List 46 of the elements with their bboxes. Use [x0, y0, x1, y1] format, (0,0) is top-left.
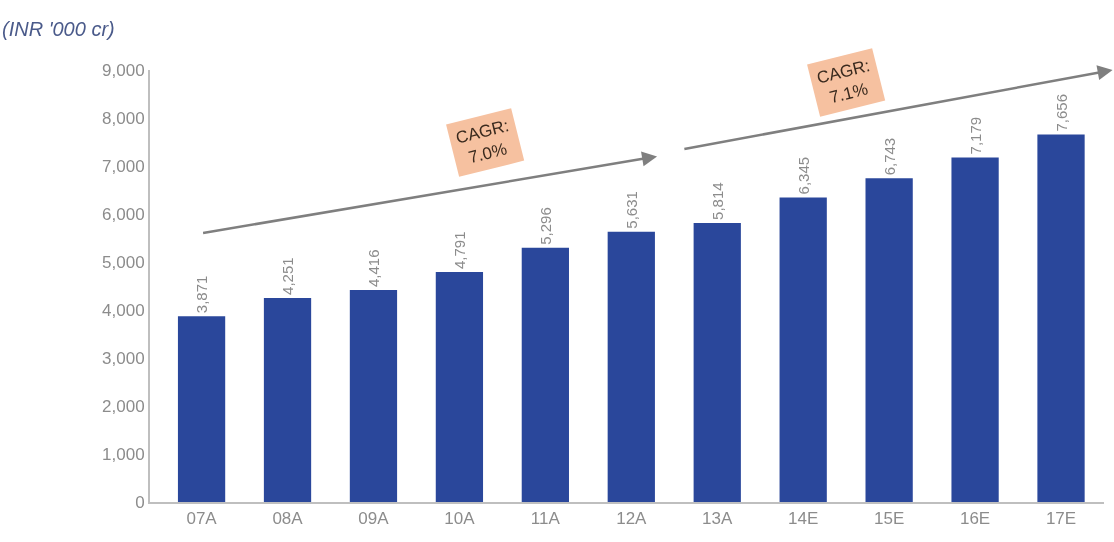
y-tick-label: 5,000	[102, 252, 145, 272]
bar	[521, 247, 569, 502]
bar	[349, 290, 398, 502]
bar	[263, 297, 312, 502]
data-label: 4,416	[364, 249, 382, 288]
data-label: 3,871	[193, 275, 211, 314]
bar	[177, 316, 226, 502]
data-label: 6,743	[880, 137, 898, 176]
data-label: 4,791	[450, 231, 468, 270]
annotation: CAGR: 7.0%	[453, 116, 511, 168]
x-tick-label: 12A	[616, 509, 648, 529]
bar	[951, 157, 999, 502]
x-tick-label: 15E	[874, 509, 905, 529]
x-tick-label: 14E	[788, 509, 819, 529]
x-tick-label: 13A	[702, 509, 734, 529]
bar	[779, 197, 827, 502]
bar	[1037, 134, 1085, 502]
y-tick-label: 0	[135, 492, 145, 512]
data-label: 5,814	[708, 182, 726, 220]
x-tick-label: 11A	[530, 509, 561, 529]
chart-title: (INR '000 cr)	[2, 18, 115, 40]
x-tick-label: 08A	[272, 509, 304, 529]
data-label: 5,296	[536, 207, 554, 245]
y-tick-label: 1,000	[102, 444, 145, 464]
y-tick-label: 9,000	[102, 60, 145, 80]
bar	[693, 222, 741, 502]
y-tick-label: 2,000	[102, 396, 145, 416]
x-tick-label: 16E	[959, 509, 991, 529]
bar	[435, 272, 484, 502]
x-tick-label: 09A	[358, 509, 390, 529]
y-tick-label: 3,000	[102, 348, 145, 368]
data-label: 6,345	[794, 156, 812, 195]
bar	[865, 178, 913, 502]
y-tick-label: 4,000	[102, 300, 145, 320]
bar	[607, 231, 655, 502]
x-tick-label: 07A	[186, 509, 218, 529]
data-label: 5,631	[622, 191, 640, 229]
data-label: 4,251	[279, 257, 297, 295]
data-label: 7,179	[966, 116, 984, 155]
y-tick-label: 8,000	[102, 108, 145, 128]
y-tick-label: 6,000	[102, 204, 145, 224]
data-label: 7,656	[1052, 93, 1070, 132]
annotation: CAGR: 7.1%	[814, 56, 872, 108]
y-tick-label: 7,000	[102, 156, 145, 176]
x-tick-label: 10A	[444, 509, 476, 529]
x-tick-label: 17E	[1045, 509, 1077, 529]
